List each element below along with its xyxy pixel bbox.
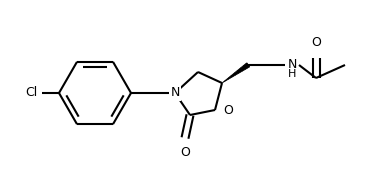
Text: N: N: [287, 59, 297, 72]
Text: O: O: [311, 36, 321, 50]
Text: Cl: Cl: [25, 87, 37, 99]
Polygon shape: [222, 63, 249, 83]
Text: H: H: [288, 69, 296, 79]
Text: O: O: [180, 145, 190, 158]
Text: N: N: [170, 87, 180, 99]
Text: O: O: [223, 104, 233, 116]
